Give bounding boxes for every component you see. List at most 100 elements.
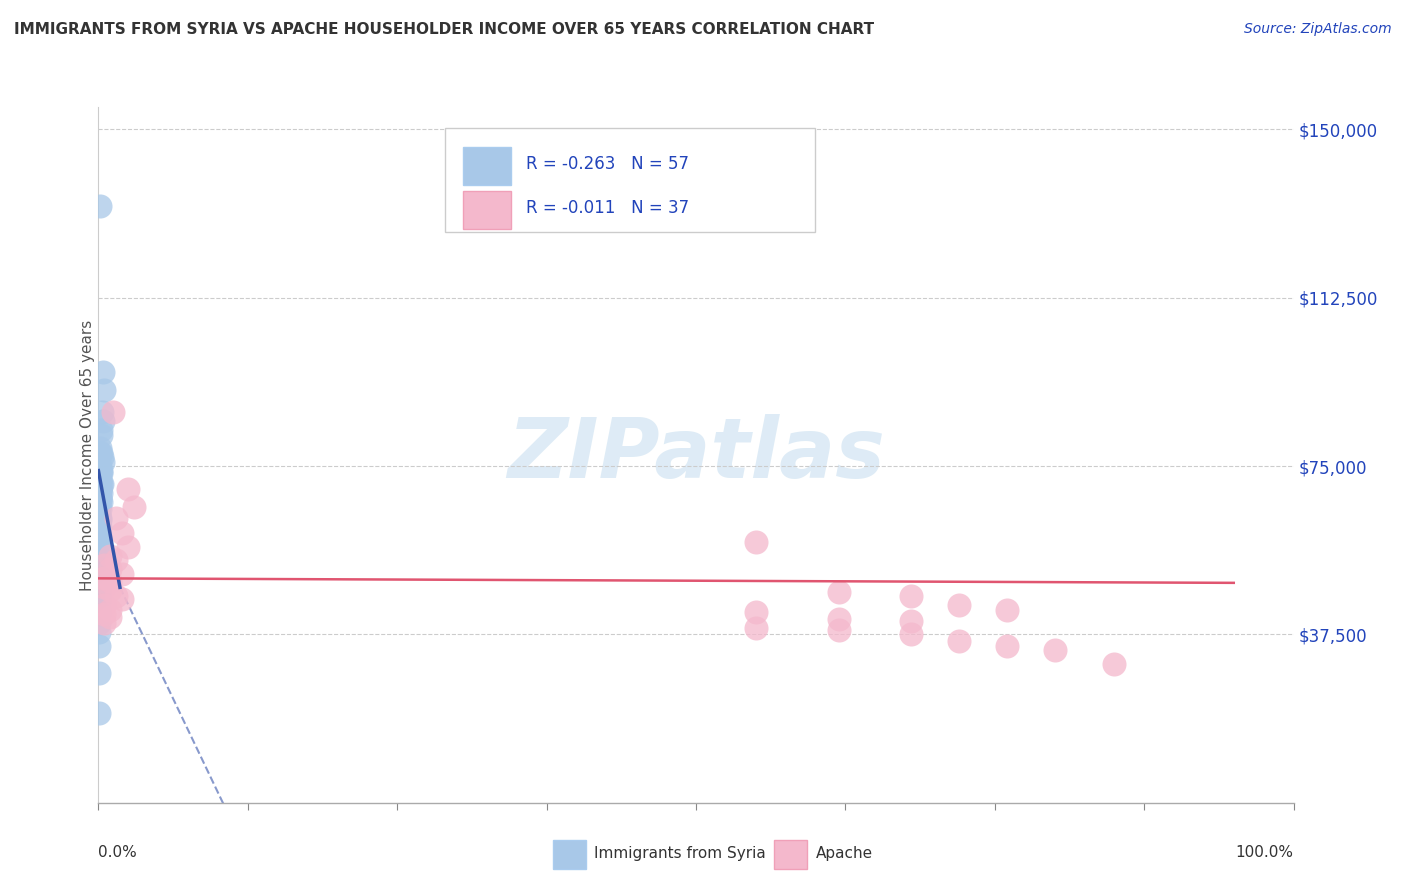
Point — [89, 492, 111, 507]
Point — [900, 627, 922, 641]
Text: 100.0%: 100.0% — [1236, 845, 1294, 860]
Point — [93, 616, 115, 631]
Point — [98, 562, 122, 576]
Point — [89, 199, 111, 213]
Point — [745, 621, 768, 635]
Point — [828, 612, 851, 626]
Point — [87, 473, 110, 487]
Point — [745, 605, 768, 619]
Point — [900, 614, 922, 628]
Point — [87, 616, 110, 631]
Point — [828, 584, 851, 599]
Point — [111, 591, 134, 606]
Point — [90, 466, 112, 480]
Point — [89, 473, 111, 487]
Point — [93, 607, 115, 622]
Point — [90, 445, 112, 459]
Point — [87, 584, 110, 599]
Point — [90, 486, 112, 500]
Point — [87, 517, 110, 532]
Point — [89, 529, 111, 543]
Point — [87, 603, 110, 617]
Point — [91, 414, 114, 428]
FancyBboxPatch shape — [444, 128, 815, 232]
Point — [90, 477, 112, 491]
Point — [98, 549, 122, 563]
Point — [87, 639, 110, 653]
Point — [93, 599, 115, 613]
Point — [93, 571, 115, 585]
Point — [117, 540, 139, 554]
Point — [87, 535, 110, 549]
Point — [87, 549, 110, 563]
Point — [87, 575, 110, 590]
Point — [91, 477, 114, 491]
Point — [89, 580, 111, 594]
Point — [87, 500, 110, 514]
Point — [87, 526, 110, 541]
Point — [87, 459, 110, 474]
Point — [89, 475, 111, 489]
Point — [98, 609, 122, 624]
Point — [89, 464, 111, 478]
Point — [828, 623, 851, 637]
Point — [87, 482, 110, 496]
Point — [90, 464, 112, 478]
Point — [98, 582, 122, 597]
Point — [89, 540, 111, 554]
Point — [89, 625, 111, 640]
Point — [87, 491, 110, 505]
Point — [995, 639, 1018, 653]
Point — [89, 607, 111, 622]
Point — [124, 500, 146, 514]
Point — [105, 510, 128, 524]
Point — [89, 441, 111, 455]
Point — [91, 450, 114, 465]
FancyBboxPatch shape — [463, 146, 510, 185]
Point — [98, 574, 122, 588]
Point — [900, 590, 922, 604]
Point — [91, 405, 114, 419]
FancyBboxPatch shape — [553, 839, 586, 869]
Point — [93, 383, 115, 397]
Text: Immigrants from Syria: Immigrants from Syria — [595, 847, 766, 861]
FancyBboxPatch shape — [773, 839, 807, 869]
Point — [98, 603, 122, 617]
Point — [91, 455, 114, 469]
Point — [93, 580, 115, 594]
Point — [1102, 657, 1125, 671]
Point — [1043, 643, 1066, 657]
Point — [89, 482, 111, 496]
Point — [105, 553, 128, 567]
Point — [117, 482, 139, 496]
Text: R = -0.263   N = 57: R = -0.263 N = 57 — [526, 155, 689, 173]
Point — [89, 491, 111, 505]
Point — [91, 365, 114, 379]
Point — [87, 562, 110, 576]
Point — [93, 558, 115, 572]
Point — [89, 445, 111, 459]
Point — [87, 594, 110, 608]
Text: R = -0.011   N = 37: R = -0.011 N = 37 — [526, 199, 689, 217]
Point — [111, 526, 134, 541]
Point — [90, 423, 112, 437]
Text: IMMIGRANTS FROM SYRIA VS APACHE HOUSEHOLDER INCOME OVER 65 YEARS CORRELATION CHA: IMMIGRANTS FROM SYRIA VS APACHE HOUSEHOL… — [14, 22, 875, 37]
Point — [89, 590, 111, 604]
Point — [948, 634, 970, 648]
FancyBboxPatch shape — [463, 191, 510, 229]
Y-axis label: Householder Income Over 65 years: Householder Income Over 65 years — [80, 319, 94, 591]
Point — [89, 513, 111, 527]
Point — [89, 483, 111, 498]
Point — [89, 501, 111, 516]
Text: Apache: Apache — [815, 847, 873, 861]
Point — [89, 566, 111, 581]
Text: ZIPatlas: ZIPatlas — [508, 415, 884, 495]
Point — [90, 495, 112, 509]
Point — [87, 508, 110, 523]
Point — [89, 553, 111, 567]
Point — [89, 459, 111, 474]
Point — [995, 603, 1018, 617]
Point — [111, 566, 134, 581]
Point — [745, 535, 768, 549]
Point — [948, 599, 970, 613]
